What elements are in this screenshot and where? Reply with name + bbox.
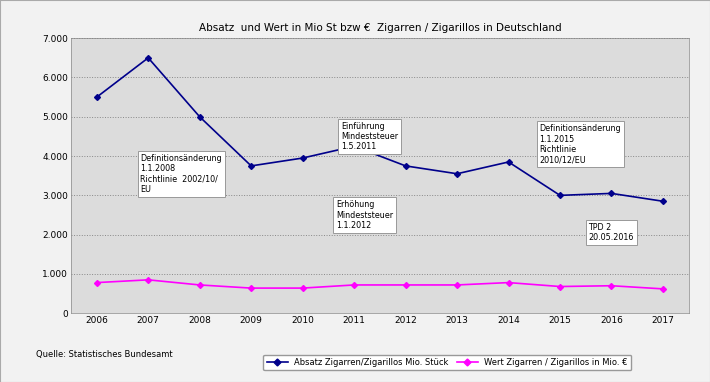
Absatz Zigarren/Zigarillos Mio. Stück [659, 199, 667, 204]
Absatz Zigarren/Zigarillos Mio. Stück [401, 163, 410, 168]
Absatz Zigarren/Zigarillos Mio. Stück [298, 156, 307, 160]
Absatz Zigarren/Zigarillos Mio. Stück [453, 172, 462, 176]
Absatz Zigarren/Zigarillos Mio. Stück [504, 160, 513, 164]
Wert Zigarren / Zigarillos in Mio. € [350, 283, 359, 287]
Wert Zigarren / Zigarillos in Mio. € [453, 283, 462, 287]
Wert Zigarren / Zigarillos in Mio. € [556, 284, 564, 289]
Text: Definitionsänderung
1.1.2015
Richtlinie
2010/12/EU: Definitionsänderung 1.1.2015 Richtlinie … [540, 124, 621, 164]
Title: Absatz  und Wert in Mio St bzw €  Zigarren / Zigarillos in Deutschland: Absatz und Wert in Mio St bzw € Zigarren… [199, 23, 561, 33]
Wert Zigarren / Zigarillos in Mio. € [659, 286, 667, 291]
Text: TPD 2
20.05.2016: TPD 2 20.05.2016 [589, 223, 634, 243]
Line: Wert Zigarren / Zigarillos in Mio. €: Wert Zigarren / Zigarillos in Mio. € [94, 278, 665, 291]
Wert Zigarren / Zigarillos in Mio. € [607, 283, 616, 288]
Absatz Zigarren/Zigarillos Mio. Stück [195, 115, 204, 119]
Wert Zigarren / Zigarillos in Mio. € [195, 283, 204, 287]
Wert Zigarren / Zigarillos in Mio. € [92, 280, 101, 285]
Line: Absatz Zigarren/Zigarillos Mio. Stück: Absatz Zigarren/Zigarillos Mio. Stück [94, 56, 665, 203]
Absatz Zigarren/Zigarillos Mio. Stück [607, 191, 616, 196]
Absatz Zigarren/Zigarillos Mio. Stück [350, 144, 359, 149]
Text: Erhöhung
Mindeststeuer
1.1.2012: Erhöhung Mindeststeuer 1.1.2012 [336, 200, 393, 230]
Text: Einführung
Mindeststeuer
1.5.2011: Einführung Mindeststeuer 1.5.2011 [342, 121, 398, 151]
Wert Zigarren / Zigarillos in Mio. € [298, 286, 307, 290]
Absatz Zigarren/Zigarillos Mio. Stück [92, 95, 101, 99]
Wert Zigarren / Zigarillos in Mio. € [401, 283, 410, 287]
Wert Zigarren / Zigarillos in Mio. € [144, 278, 153, 282]
Wert Zigarren / Zigarillos in Mio. € [247, 286, 256, 290]
Wert Zigarren / Zigarillos in Mio. € [504, 280, 513, 285]
Absatz Zigarren/Zigarillos Mio. Stück [247, 163, 256, 168]
Text: Definitionsänderung
1.1.2008
Richtlinie  2002/10/
EU: Definitionsänderung 1.1.2008 Richtlinie … [141, 154, 222, 194]
Legend: Absatz Zigarren/Zigarillos Mio. Stück, Wert Zigarren / Zigarillos in Mio. €: Absatz Zigarren/Zigarillos Mio. Stück, W… [263, 354, 631, 370]
Absatz Zigarren/Zigarillos Mio. Stück [144, 55, 153, 60]
Text: Quelle: Statistisches Bundesamt: Quelle: Statistisches Bundesamt [36, 350, 172, 359]
Absatz Zigarren/Zigarillos Mio. Stück [556, 193, 564, 197]
